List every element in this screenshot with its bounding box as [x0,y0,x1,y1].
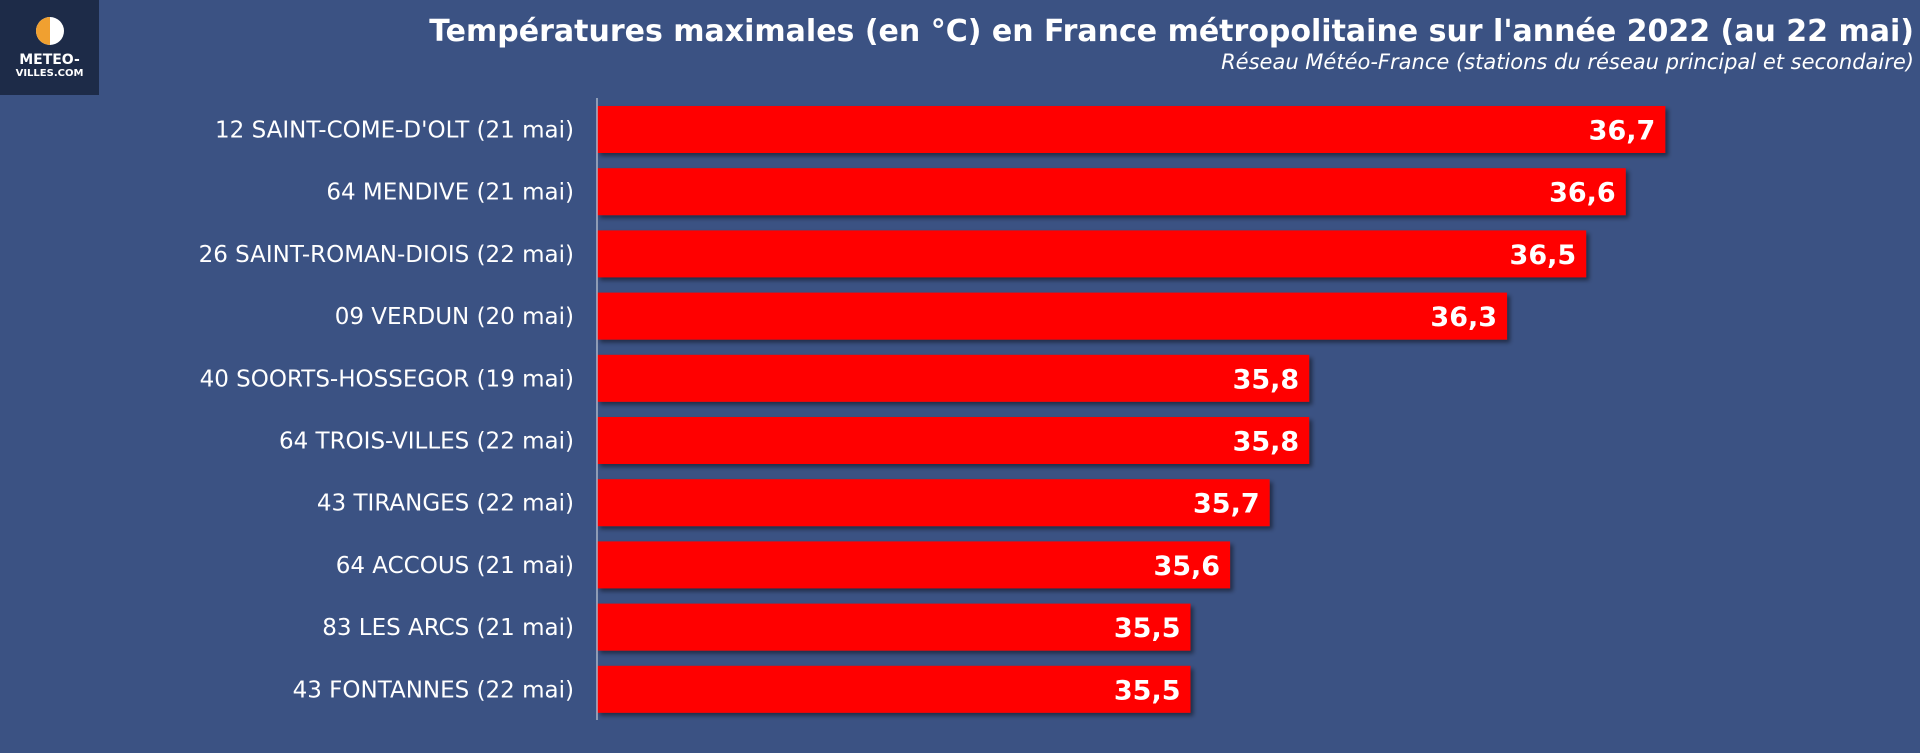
logo-text-line2: VILLES.COM [15,68,84,79]
value-label: 35,5 [1114,613,1181,644]
bar [597,665,1191,713]
bar [597,417,1310,464]
bar [597,168,1626,216]
value-label: 35,8 [1233,427,1300,458]
value-label: 36,6 [1549,178,1616,209]
logo-half-icon [36,17,50,45]
category-label: 64 MENDIVE (21 mai) [326,180,574,206]
logo: METEO- VILLES.COM [0,0,99,95]
category-label: 26 SAINT-ROMAN-DIOIS (22 mai) [199,242,574,268]
value-label: 35,5 [1114,675,1181,706]
bar [597,354,1310,402]
value-label: 35,6 [1153,551,1220,582]
category-label: 40 SOORTS-HOSSEGOR (19 mai) [200,366,574,392]
value-label: 36,7 [1589,116,1656,147]
bar [597,603,1191,651]
category-label: 83 LES ARCS (21 mai) [322,615,574,641]
value-label: 36,3 [1430,302,1497,333]
category-label: 64 ACCOUS (21 mai) [336,553,574,579]
category-label: 43 TIRANGES (22 mai) [317,491,574,517]
chart-subtitle: Réseau Météo-France (stations du réseau … [1221,50,1914,74]
bar [597,292,1508,340]
logo-icon [36,17,64,45]
bar [597,541,1231,589]
value-label: 36,5 [1510,240,1577,271]
category-label: 64 TROIS-VILLES (22 mai) [279,429,574,455]
value-label: 35,8 [1233,364,1300,395]
value-label: 35,7 [1193,489,1260,520]
bars-layer: 12 SAINT-COME-D'OLT (21 mai) 36,7 64 MENDI… [199,106,1666,713]
category-label: 43 FONTANNES (22 mai) [293,677,574,703]
category-label: 09 VERDUN (20 mai) [335,304,574,330]
bar [597,106,1666,153]
logo-text-line1: METEO- [19,52,80,68]
bar [597,479,1270,527]
bar [597,230,1587,278]
category-label: 12 SAINT-COME-D'OLT (21 mai) [215,118,574,144]
chart-title: Températures maximales (en °C) en France… [429,14,1914,49]
